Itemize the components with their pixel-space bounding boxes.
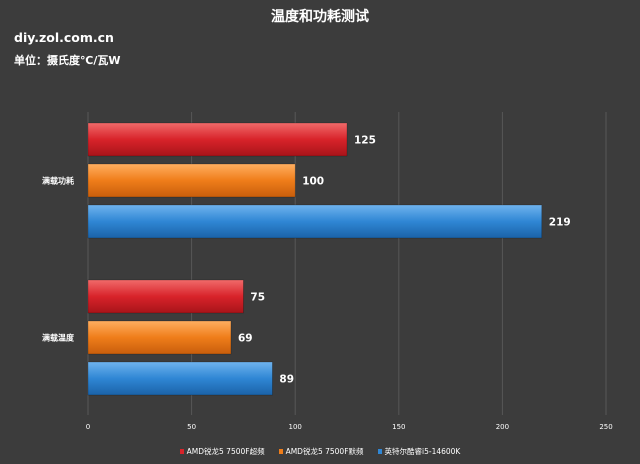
category-label: 满载温度	[42, 333, 75, 343]
legend-item: AMD锐龙5 7500F默频	[278, 446, 364, 457]
source-watermark: diy.zol.com.cn	[14, 30, 114, 45]
x-tick-label: 50	[187, 423, 196, 431]
x-tick-label: 250	[599, 423, 612, 431]
bar	[87, 122, 348, 157]
legend-swatch	[377, 449, 382, 454]
legend-label: AMD锐龙5 7500F默频	[285, 447, 364, 456]
category-label: 满载功耗	[42, 176, 74, 186]
bar	[87, 361, 273, 396]
x-tick-label: 150	[392, 423, 405, 431]
x-tick-label: 100	[289, 423, 302, 431]
data-label: 125	[354, 135, 376, 147]
bar	[87, 204, 543, 239]
legend-item: AMD锐龙5 7500F超频	[179, 446, 265, 457]
data-label: 100	[302, 176, 324, 188]
chart-title: 温度和功耗测试	[271, 9, 369, 25]
legend-swatch	[179, 449, 184, 454]
x-tick-label: 0	[86, 423, 90, 431]
data-label: 89	[279, 374, 294, 386]
legend-item: 英特尔酷睿i5-14600K	[377, 446, 461, 457]
bar	[87, 163, 296, 198]
legend: AMD锐龙5 7500F超频 AMD锐龙5 7500F默频 英特尔酷睿i5-1460…	[0, 446, 640, 457]
x-tick-label: 200	[496, 423, 509, 431]
data-label: 75	[250, 292, 265, 304]
data-label: 219	[549, 217, 571, 229]
legend-label: 英特尔酷睿i5-14600K	[384, 447, 461, 456]
bar	[87, 320, 232, 355]
data-label: 69	[238, 333, 253, 345]
bar	[87, 279, 244, 314]
legend-label: AMD锐龙5 7500F超频	[186, 447, 265, 456]
legend-swatch	[278, 449, 283, 454]
unit-label: 单位：摄氏度℃/瓦W	[14, 54, 121, 67]
